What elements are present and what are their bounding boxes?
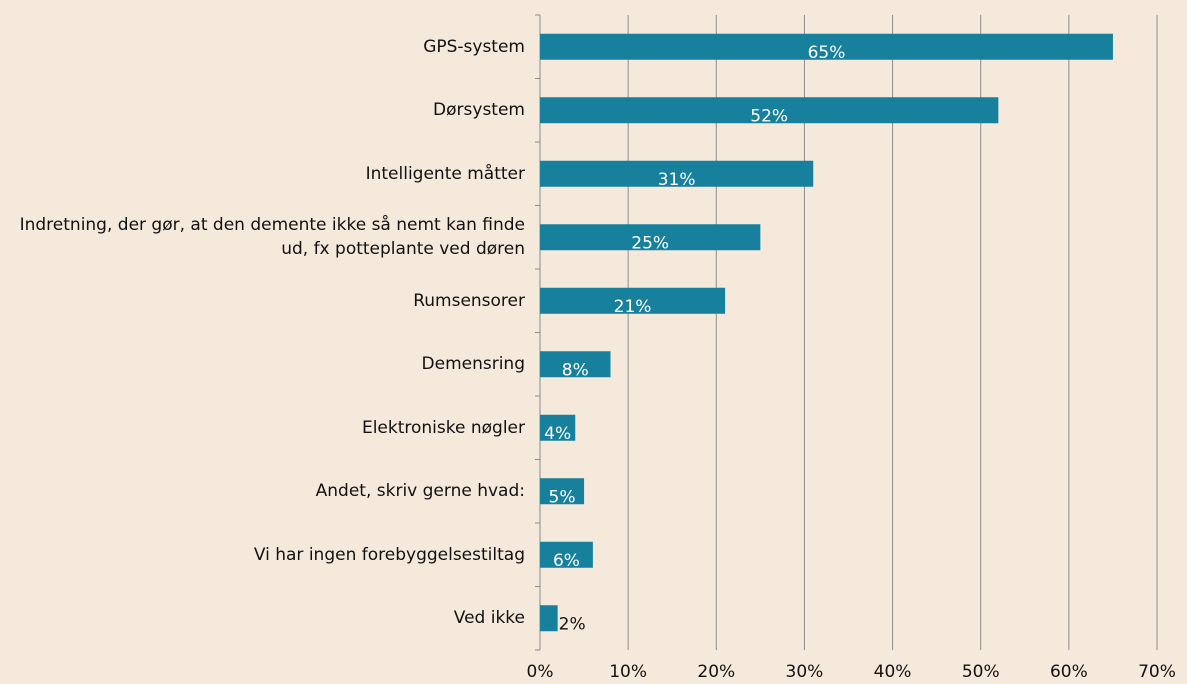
bar [540,541,593,568]
y-tick-label: Elektroniske nøgler [361,417,525,438]
x-tick-label: 70% [1138,662,1176,682]
value-label: 25% [631,233,669,253]
x-tick-label: 40% [874,662,912,682]
bar [540,97,999,124]
bar [540,160,814,187]
value-label: 6% [553,551,580,571]
x-tick-label: 50% [962,662,1000,682]
x-tick-label: 20% [697,662,735,682]
bar [540,33,1113,60]
y-tick-label: Demensring [421,354,525,375]
x-tick-label: 10% [609,662,647,682]
value-label: 31% [658,170,696,190]
bar [540,605,558,632]
y-tick-label: Andet, skriv gerne hvad: [315,481,525,502]
value-label: 5% [549,487,576,507]
value-label: 4% [544,424,571,444]
y-tick-label: Indretning, der gør, at den demente ikke… [19,215,525,260]
value-label: 8% [562,360,589,380]
y-tick-label: Dørsystem [433,100,525,121]
value-label: 2% [559,614,586,634]
value-label: 21% [614,297,652,317]
bar [540,414,576,441]
x-tick-label: 0% [527,662,554,682]
bar [540,224,761,251]
y-tick-label: Vi har ingen forebyggelsestiltag [253,544,525,565]
value-label: 65% [808,43,846,63]
bar [540,478,585,505]
x-tick-label: 60% [1050,662,1088,682]
bar [540,351,611,378]
y-tick-label: Rumsensorer [413,290,525,311]
bar [540,287,726,314]
x-tick-label: 30% [786,662,824,682]
y-tick-label: GPS-system [423,36,525,57]
y-tick-label: Ved ikke [453,608,525,629]
value-label: 52% [750,106,788,126]
y-tick-label: Intelligente måtter [365,163,525,184]
